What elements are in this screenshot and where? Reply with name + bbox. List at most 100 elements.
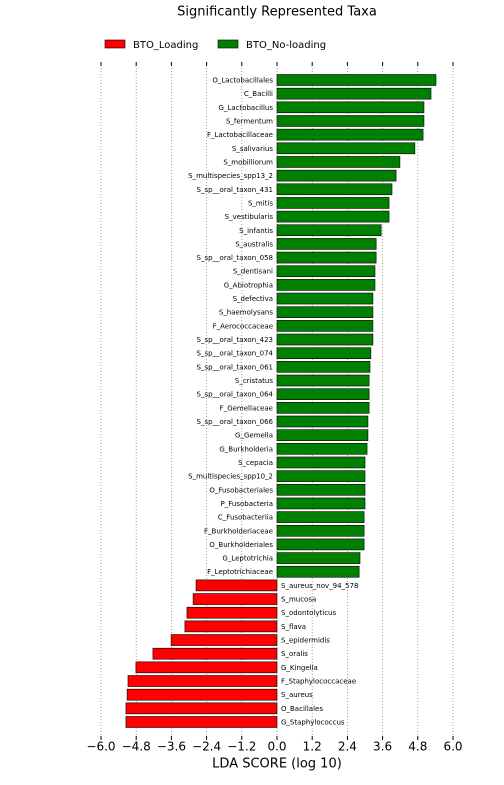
- category-label: O_Lactobacillales: [212, 77, 273, 85]
- bar: [276, 224, 382, 237]
- x-tick-label: −4.8: [122, 740, 151, 754]
- category-label: S_multispecies_spp10_2: [188, 473, 273, 481]
- category-label: C_Fusobacteriia: [218, 514, 273, 522]
- bar: [276, 333, 374, 346]
- category-label: S_sp__oral_taxon_064: [197, 391, 274, 399]
- category-label: G_Staphylococcus: [281, 719, 345, 727]
- x-tick-label: −3.6: [157, 740, 186, 754]
- bar: [276, 538, 365, 551]
- bar: [276, 279, 376, 291]
- bar: [276, 115, 425, 127]
- bar: [276, 443, 368, 455]
- bar: [195, 579, 278, 592]
- category-label: S_sp__oral_taxon_431: [197, 186, 273, 194]
- x-tick-label: 3.6: [373, 740, 392, 754]
- category-label: S_aureus: [281, 691, 313, 699]
- bar: [276, 361, 371, 373]
- x-tick-label: −6.0: [86, 740, 115, 754]
- bar: [276, 470, 366, 482]
- category-label: O_Fusobacteriales: [209, 486, 273, 494]
- bar: [276, 483, 366, 496]
- x-tick-label: −1.2: [227, 740, 256, 754]
- category-label: O_Burkholderiales: [209, 541, 273, 549]
- legend-swatch: [217, 39, 239, 49]
- bar: [276, 210, 390, 223]
- bar: [276, 169, 397, 182]
- category-label: S_mitis: [248, 199, 273, 207]
- x-tick-label: 2.4: [338, 740, 357, 754]
- bar: [276, 183, 393, 196]
- category-label: S_fermentum: [226, 117, 273, 125]
- bar: [127, 675, 278, 687]
- category-label: F_Lactobacillaceae: [207, 131, 273, 139]
- category-label: G_Gemella: [235, 432, 273, 440]
- category-label: G_Abiotrophia: [224, 281, 273, 289]
- bar: [276, 552, 361, 564]
- category-label: S_sp__oral_taxon_066: [197, 418, 274, 426]
- chart-title: Significantly Represented Taxa: [177, 5, 377, 20]
- x-tick-label: 6.0: [443, 740, 462, 754]
- x-tick-label: −2.4: [192, 740, 221, 754]
- bar: [152, 647, 278, 660]
- category-label: F_Staphylococcaceae: [281, 678, 356, 686]
- category-label: P_Fusobacteria: [221, 500, 273, 508]
- bar: [126, 688, 278, 701]
- legend-label: BTO_Loading: [133, 40, 198, 51]
- category-label: S_multispecies_spp13_2: [188, 172, 273, 180]
- category-label: F_Leptotrichiaceae: [207, 568, 273, 576]
- bar: [276, 101, 425, 114]
- category-label: G_Lactobacillus: [219, 104, 274, 112]
- category-label: S_sp__oral_taxon_074: [197, 350, 274, 358]
- category-label: S_salivarius: [232, 145, 273, 153]
- category-label: G_Leptotrichia: [222, 555, 273, 563]
- bar: [125, 716, 278, 728]
- category-label: F_Gemellaceae: [220, 404, 273, 412]
- bar: [276, 142, 416, 155]
- bar: [276, 347, 372, 359]
- bar: [276, 292, 374, 305]
- category-label: F_Burkholderiaceae: [204, 527, 273, 535]
- category-label: S_oralis: [281, 650, 308, 658]
- bar: [192, 593, 278, 605]
- category-label: S_sp__oral_taxon_061: [197, 363, 273, 371]
- category-label: S_aureus_nov_94_578: [281, 582, 358, 590]
- category-label: S_sp__oral_taxon_423: [197, 336, 273, 344]
- bar: [135, 661, 278, 674]
- category-label: O_Bacillales: [281, 705, 323, 713]
- category-label: F_Aerococcaceae: [213, 322, 273, 330]
- bar: [276, 87, 432, 100]
- bar: [125, 702, 278, 715]
- bar: [276, 374, 370, 387]
- bar: [170, 634, 278, 646]
- bar: [276, 388, 370, 400]
- bar: [276, 565, 360, 578]
- bar: [276, 74, 437, 86]
- bar: [276, 265, 376, 278]
- x-tick-label: 4.8: [408, 740, 427, 754]
- bar: [276, 511, 365, 523]
- x-tick-label: 0.0: [267, 740, 286, 754]
- category-label: S_epidermidis: [281, 637, 330, 645]
- bar: [276, 456, 366, 469]
- bar: [184, 620, 278, 633]
- x-axis-label: LDA SCORE (log 10): [212, 757, 342, 772]
- legend-label: BTO_No-loading: [246, 40, 326, 51]
- category-label: S_haemolysans: [219, 309, 274, 317]
- category-label: C_Bacilli: [244, 90, 273, 98]
- category-label: S_vestibularis: [225, 213, 274, 221]
- category-label: S_defectiva: [233, 295, 273, 303]
- category-label: S_mobilliorum: [223, 158, 273, 166]
- bar: [276, 156, 401, 168]
- bar: [276, 429, 369, 441]
- bar: [276, 524, 365, 537]
- category-label: S_infantis: [239, 227, 273, 235]
- category-label: S_mucosa: [281, 596, 316, 604]
- category-label: G_Kingella: [281, 664, 318, 672]
- category-label: S_australis: [235, 240, 273, 248]
- bar: [276, 251, 377, 264]
- bar: [276, 402, 370, 414]
- bar: [276, 238, 377, 250]
- category-label: G_Burkholderia: [219, 445, 273, 453]
- category-label: S_dentisani: [233, 268, 273, 276]
